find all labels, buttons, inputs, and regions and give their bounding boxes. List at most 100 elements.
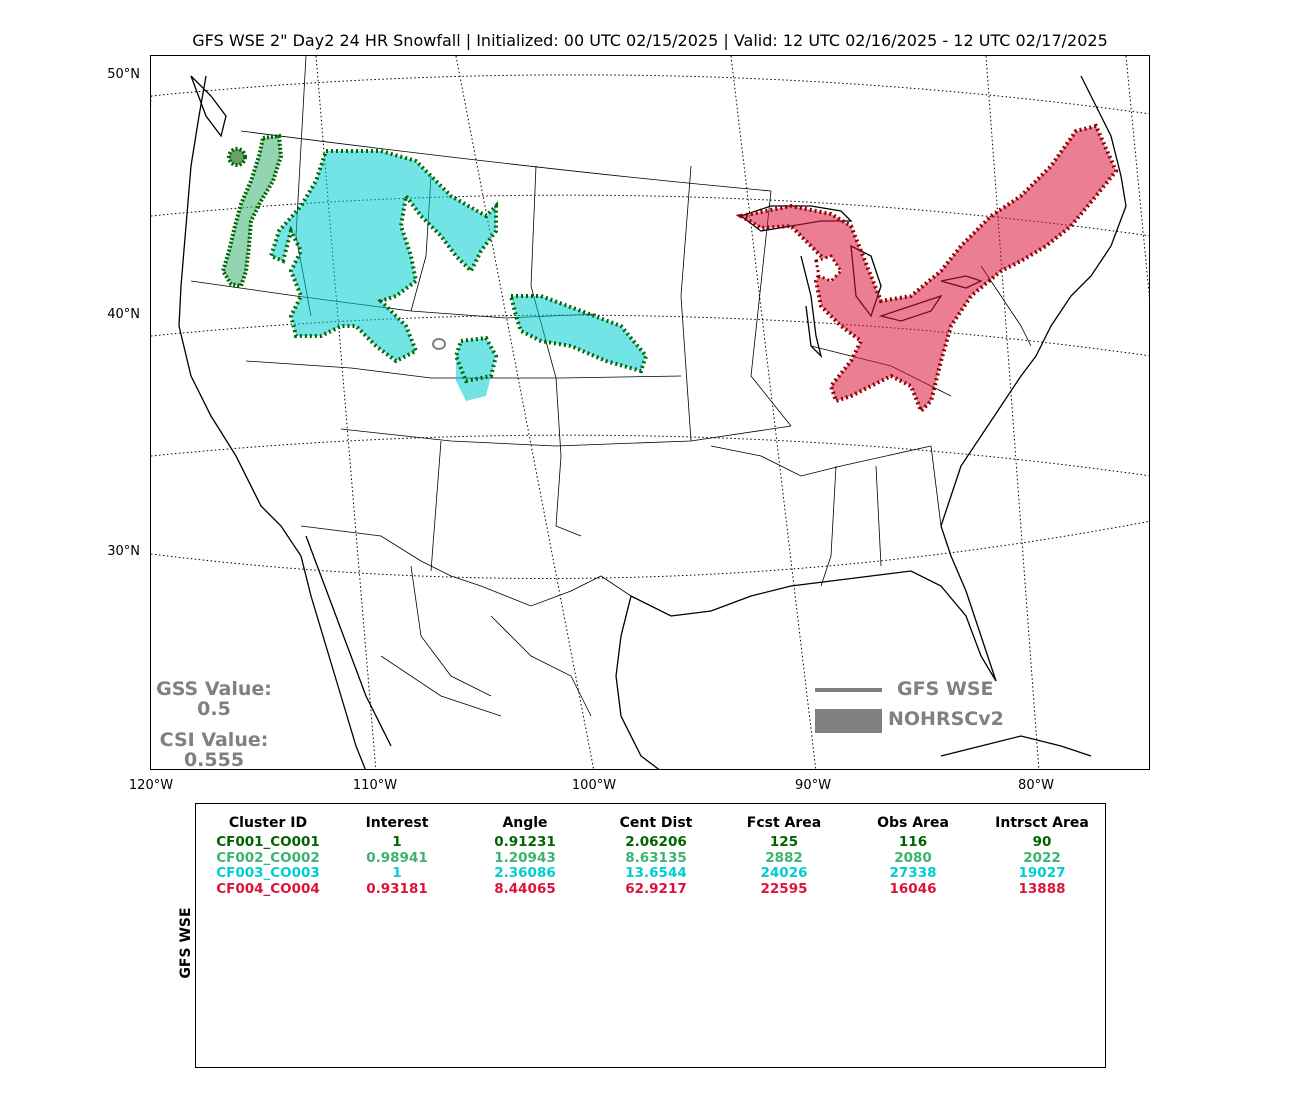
border-4 xyxy=(340,425,792,447)
border-9 xyxy=(555,377,582,537)
table-cell: CF001_CO001 xyxy=(216,834,320,850)
table-cell: 1 xyxy=(392,865,402,881)
cf004-michigan-hole xyxy=(814,254,843,283)
legend-forecast-swatch xyxy=(815,688,882,692)
table-cell: 2.06206 xyxy=(625,834,687,850)
lat-label-30n: 30°N xyxy=(107,544,140,559)
lon-label-100w: 100°W xyxy=(571,778,617,793)
table-cell: 0.91231 xyxy=(494,834,556,850)
border-13 xyxy=(820,465,837,587)
header-cell: Obs Area xyxy=(877,815,949,831)
legend-observed-label: NOHRSCv2 xyxy=(888,708,1004,730)
cf004-observed-area xyxy=(741,126,1116,411)
cluster-cf003-rockies xyxy=(268,149,649,401)
meridian-100w xyxy=(455,56,595,769)
stats-table: Cluster ID Interest Angle Cent Dist Fcst… xyxy=(195,803,1106,1068)
snowfall-map xyxy=(150,55,1150,770)
cf001-observed-area xyxy=(229,149,245,165)
cf003-forecast-contour-plains xyxy=(508,294,649,374)
east-coast xyxy=(940,75,1127,527)
cluster-cf001-puget-sound xyxy=(227,147,247,167)
us-canada-border xyxy=(240,130,772,192)
graticule xyxy=(151,56,1149,769)
cluster-cf002-cascades xyxy=(220,133,284,289)
cf004-forecast-contour xyxy=(735,123,1119,415)
lat-label-50n: 50°N xyxy=(107,67,140,82)
cf002-observed-area xyxy=(223,136,281,286)
table-cell: 2.36086 xyxy=(494,865,556,881)
csi-value: 0.555 xyxy=(183,749,245,771)
table-cell: 1.20943 xyxy=(494,849,556,866)
table-cell: 16046 xyxy=(889,880,937,897)
lon-label-120w: 120°W xyxy=(128,778,174,793)
gss-value: 0.5 xyxy=(197,698,231,720)
border-15 xyxy=(930,445,942,527)
west-coast xyxy=(178,75,366,769)
border-14 xyxy=(875,465,882,567)
lake-superior xyxy=(739,205,853,232)
baja xyxy=(305,535,392,747)
cf002-forecast-contour xyxy=(220,133,284,289)
table-cell: 62.9217 xyxy=(625,880,687,897)
cf003-forecast-contour-main xyxy=(268,149,498,364)
legend-forecast-label: GFS WSE xyxy=(897,678,994,700)
header-cell: Intrsct Area xyxy=(995,815,1089,831)
header-cell: Fcst Area xyxy=(746,815,822,831)
table-cell: 19027 xyxy=(1018,865,1066,881)
mexico-states xyxy=(380,565,592,717)
border-7 xyxy=(680,165,692,442)
lon-label-90w: 90°W xyxy=(795,778,831,793)
map-canvas xyxy=(151,56,1149,769)
mexico-gulf xyxy=(615,595,660,769)
table-cell: 0.93181 xyxy=(366,880,428,897)
parallel-35n xyxy=(151,434,1149,477)
small-forecast-contour xyxy=(432,338,446,350)
cf003-observed-area-main xyxy=(271,151,496,361)
vancouver-island xyxy=(190,75,227,138)
header-cell: Cluster ID xyxy=(228,815,308,831)
header-cell: Cent Dist xyxy=(619,815,693,831)
table-cell: 13.6544 xyxy=(625,865,687,881)
cf003-observed-area-co xyxy=(456,338,496,401)
table-cell: CF002_CO002 xyxy=(216,849,320,866)
parallel-45n xyxy=(151,194,1149,237)
border-11 xyxy=(710,445,932,477)
parallel-30n xyxy=(151,520,1149,579)
border-5 xyxy=(530,165,557,379)
meridian-80w xyxy=(985,56,1040,769)
table-cell: 22595 xyxy=(760,880,808,897)
table-cell: 90 xyxy=(1032,834,1052,850)
coastlines xyxy=(178,75,1127,769)
table-cell: 24026 xyxy=(760,865,808,881)
lat-label-40n: 40°N xyxy=(107,307,140,322)
table-cell: 2022 xyxy=(1023,849,1061,866)
cf003-forecast-contour-co xyxy=(453,335,499,384)
gss-label: GSS Value: xyxy=(156,678,272,700)
table-row: CF003_CO003 1 2.36086 13.6544 24026 27338 1902… xyxy=(196,865,1105,881)
table-cell: 8.63135 xyxy=(625,849,687,866)
meridian-90w xyxy=(730,56,817,769)
table-cell: 27338 xyxy=(889,865,937,881)
us-mexico-border xyxy=(300,525,632,607)
lon-label-80w: 80°W xyxy=(1018,778,1054,793)
gulf-coast xyxy=(630,525,997,682)
table-cell: 8.44065 xyxy=(494,880,556,897)
meridian-75w xyxy=(1125,56,1149,298)
table-row: CF004_CO004 0.93181 8.44065 62.9217 22595 160… xyxy=(196,881,1105,897)
lon-label-110w: 110°W xyxy=(352,778,398,793)
table-cell: CF004_CO004 xyxy=(216,880,320,897)
table-cell: 125 xyxy=(769,834,799,850)
table-cell: 2882 xyxy=(765,849,803,866)
stats-table-body: Cluster ID Interest Angle Cent Dist Fcst… xyxy=(196,815,1105,897)
table-cell: 2080 xyxy=(894,849,932,866)
table-cell: 116 xyxy=(898,834,928,850)
border-8 xyxy=(750,190,792,427)
table-cell: 13888 xyxy=(1018,880,1066,897)
csi-label: CSI Value: xyxy=(159,729,269,751)
cf001-forecast-contour xyxy=(227,147,247,167)
header-cell: Angle xyxy=(502,815,548,831)
table-model-label: GFS WSE xyxy=(178,907,194,979)
table-row: CF002_CO002 0.98941 1.20943 8.63135 2882 2080… xyxy=(196,850,1105,866)
header-cell: Interest xyxy=(365,815,429,831)
table-header-row: Cluster ID Interest Angle Cent Dist Fcst… xyxy=(196,815,1105,834)
